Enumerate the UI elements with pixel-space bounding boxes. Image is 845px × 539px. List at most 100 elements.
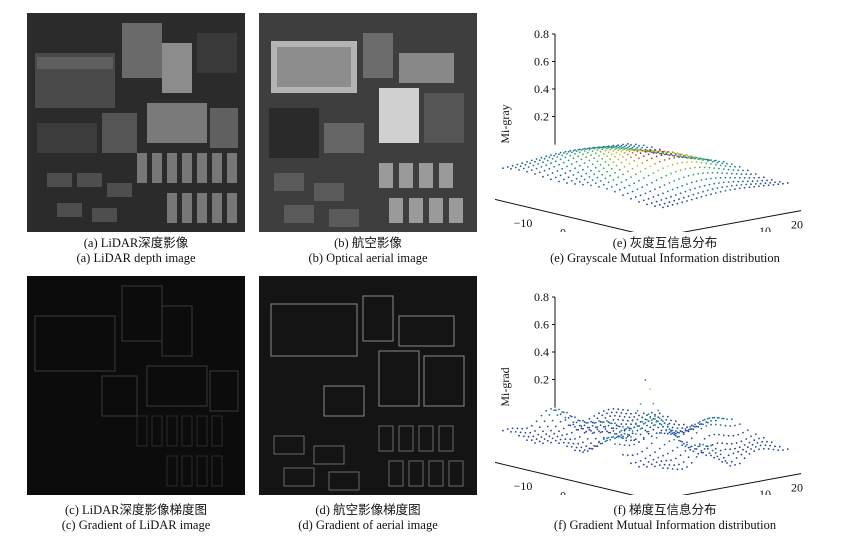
surface-point bbox=[522, 435, 525, 438]
surface-point bbox=[622, 173, 624, 176]
surface-point bbox=[713, 456, 716, 459]
surface-point bbox=[574, 149, 576, 151]
surface-point bbox=[626, 454, 629, 457]
surface-point bbox=[630, 156, 632, 159]
surface-point bbox=[578, 151, 581, 154]
surface-point bbox=[711, 188, 714, 191]
surface-point bbox=[694, 444, 696, 447]
surface-point bbox=[625, 147, 628, 150]
surface-point bbox=[609, 415, 612, 418]
surface-point bbox=[526, 439, 528, 441]
surface-point bbox=[658, 412, 661, 415]
surface-point bbox=[734, 165, 736, 168]
surface-point bbox=[607, 424, 610, 427]
surface-point bbox=[612, 144, 615, 147]
surface-point bbox=[606, 420, 608, 422]
surface-point bbox=[646, 424, 648, 427]
surface-point bbox=[700, 179, 703, 181]
surface-point bbox=[703, 166, 706, 169]
surface-point bbox=[684, 449, 687, 452]
surface-point bbox=[566, 165, 568, 168]
offy-tick-label: 20 bbox=[791, 481, 803, 495]
surface-point bbox=[538, 440, 541, 443]
surface-point bbox=[746, 169, 749, 172]
surface-point bbox=[698, 166, 701, 169]
surface-point bbox=[511, 164, 514, 167]
surface-point bbox=[527, 435, 530, 438]
surface-point bbox=[654, 424, 656, 426]
surface-point bbox=[690, 161, 693, 163]
surface-point bbox=[567, 424, 570, 427]
surface-point bbox=[599, 163, 602, 166]
surface-point bbox=[558, 163, 560, 166]
surface-point bbox=[596, 417, 599, 420]
surface-point bbox=[618, 148, 621, 150]
surface-point bbox=[641, 186, 644, 189]
surface-point bbox=[636, 418, 639, 421]
surface-point bbox=[665, 174, 668, 177]
surface-point bbox=[554, 160, 557, 163]
surface-point bbox=[721, 442, 724, 445]
offy-axis-line bbox=[681, 210, 802, 232]
surface-point bbox=[582, 153, 584, 156]
z-tick-label: 0.8 bbox=[534, 27, 549, 41]
surface-point bbox=[748, 441, 751, 444]
surface-point bbox=[583, 449, 586, 451]
surface-point bbox=[574, 426, 576, 428]
surface-point bbox=[682, 442, 685, 445]
caption-f: (f) 梯度互信息分布 (f) Gradient Mutual Informat… bbox=[500, 503, 830, 533]
surface-point bbox=[654, 149, 656, 152]
surface-point bbox=[562, 178, 565, 181]
surface-point bbox=[638, 441, 640, 443]
surface-point bbox=[647, 432, 650, 435]
surface-point bbox=[602, 167, 605, 170]
surface-point bbox=[644, 418, 647, 421]
surface-point bbox=[585, 172, 588, 175]
surface-point bbox=[658, 417, 661, 420]
surface-point bbox=[666, 150, 669, 153]
surface-point bbox=[666, 425, 669, 428]
surface-point bbox=[630, 427, 632, 430]
surface-point bbox=[556, 435, 559, 438]
surface-point bbox=[762, 176, 765, 179]
surface-point bbox=[543, 420, 546, 423]
surface-point bbox=[737, 169, 740, 172]
surface-point bbox=[655, 200, 658, 203]
surface-point bbox=[594, 445, 597, 448]
surface-point bbox=[666, 467, 669, 470]
surface-point bbox=[631, 432, 634, 435]
surface-point bbox=[764, 182, 767, 185]
surface-point bbox=[727, 434, 730, 437]
surface-point bbox=[585, 422, 588, 424]
surface-point bbox=[514, 166, 517, 169]
surface-point bbox=[756, 441, 759, 444]
surface-point bbox=[633, 145, 636, 148]
surface-point bbox=[766, 440, 768, 443]
surface-point bbox=[714, 419, 717, 422]
surface-point bbox=[546, 439, 549, 442]
surface-point bbox=[615, 411, 618, 414]
surface-point bbox=[566, 152, 568, 155]
surface-point bbox=[662, 454, 664, 457]
surface-point bbox=[540, 414, 543, 417]
surface-point bbox=[660, 429, 663, 432]
surface-point bbox=[650, 422, 653, 424]
surface-point bbox=[610, 153, 613, 156]
surface-point bbox=[574, 153, 576, 155]
surface-point bbox=[626, 426, 629, 428]
surface-point bbox=[638, 144, 640, 147]
caption-c-en: (c) Gradient of LiDAR image bbox=[61, 518, 211, 532]
surface-point bbox=[628, 148, 631, 151]
surface-point bbox=[630, 144, 632, 146]
surface-point bbox=[674, 457, 677, 460]
surface-point bbox=[582, 148, 584, 150]
surface-point bbox=[714, 177, 717, 179]
surface-point bbox=[695, 456, 698, 458]
surface-point bbox=[618, 188, 621, 191]
surface-point bbox=[577, 171, 580, 174]
surface-point bbox=[602, 410, 605, 412]
surface-point bbox=[535, 420, 538, 423]
surface-point bbox=[658, 464, 661, 466]
surface-point bbox=[650, 157, 653, 160]
surface-point bbox=[553, 409, 556, 412]
